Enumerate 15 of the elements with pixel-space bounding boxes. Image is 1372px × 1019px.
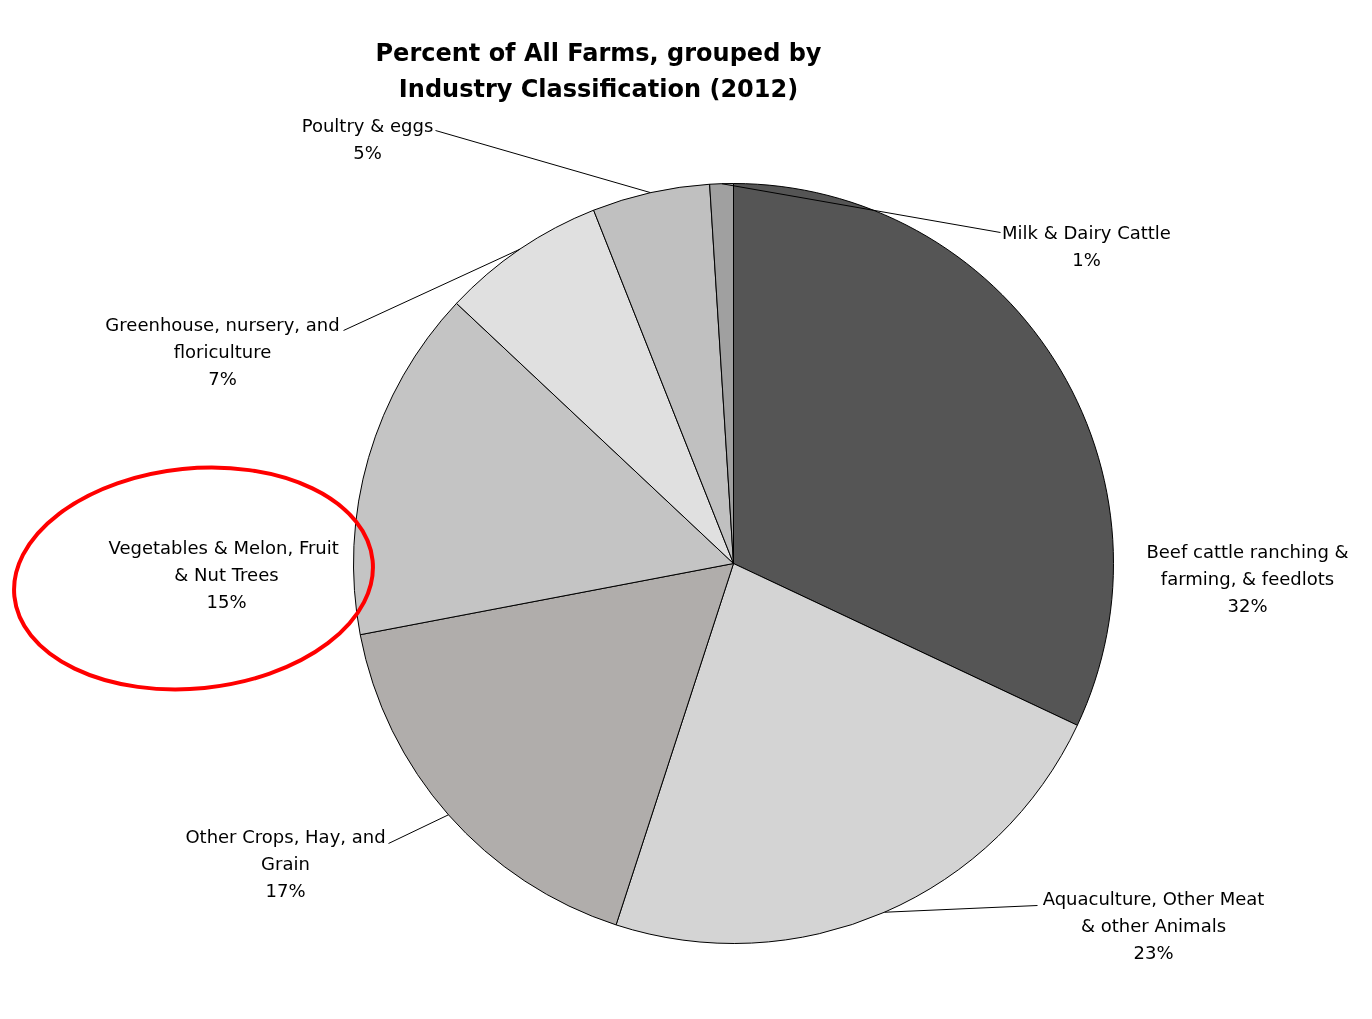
slice-label: Vegetables & Melon, Fruit & Nut Trees	[108, 537, 339, 585]
data-label: 15%	[206, 591, 247, 612]
data-label: 7%	[208, 368, 237, 389]
slice-label: Greenhouse, nursery, and floriculture	[105, 314, 340, 362]
data-label: 17%	[265, 880, 306, 901]
slice-label: Other Crops, Hay, and Grain	[185, 826, 386, 874]
slice-label: Beef cattle ranching & farming, & feedlots	[1146, 541, 1349, 589]
data-label: 5%	[353, 141, 382, 163]
slice-label: Milk & Dairy Cattle	[1002, 221, 1171, 243]
data-label: 1%	[1072, 248, 1101, 270]
data-label: 32%	[1227, 595, 1268, 616]
chart-title: Percent of All Farms, grouped by Industry Classification (2012)	[375, 38, 822, 103]
data-label: 23%	[1133, 942, 1174, 963]
slice-label: Poultry & eggs	[301, 114, 434, 136]
slice-label: Aquaculture, Other Meat & other Animals	[1042, 888, 1265, 936]
